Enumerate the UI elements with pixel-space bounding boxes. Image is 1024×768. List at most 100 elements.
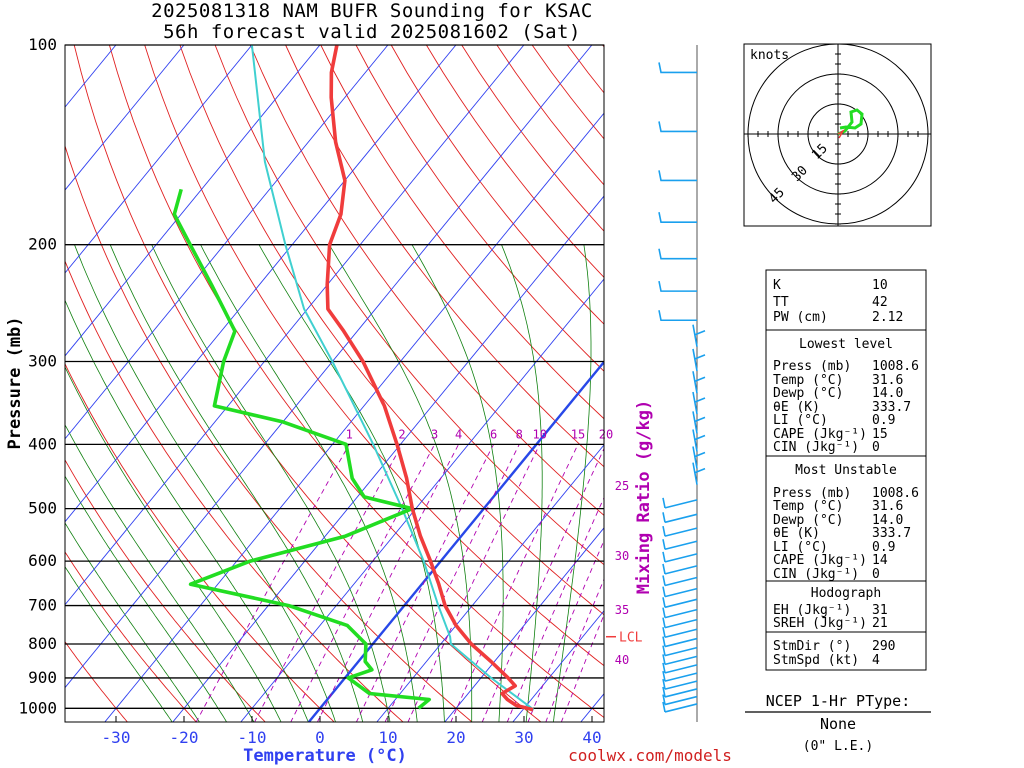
moist-adiabat: [65, 423, 255, 722]
isotherm: [65, 45, 389, 440]
isotherm: [444, 527, 604, 722]
wind-barb: [662, 645, 698, 657]
mu-cape-value: 14: [872, 553, 888, 568]
wind-barb: [658, 280, 697, 292]
mu-temp-label: Temp (°C): [773, 499, 843, 514]
sreh-value: 21: [872, 616, 888, 631]
moist-adiabat: [65, 475, 228, 722]
hodograph-storm-motion: [837, 128, 846, 139]
dry-adiabat: [426, 45, 604, 278]
stmdir-value: 290: [872, 639, 895, 654]
pressure-tick-label: 600: [28, 551, 57, 570]
lowest-dewp-value: 14.0: [872, 386, 903, 401]
index-k-label: K: [773, 278, 781, 293]
moist-adiabat: [411, 244, 504, 722]
isobars: 100 200 300 400 500 600 700 800 900 1000: [18, 35, 604, 717]
site-credit: coolwx.com/models: [568, 746, 732, 765]
mixing-ratio-label: 25: [615, 479, 629, 493]
wind-barb: [658, 310, 697, 322]
ptype-amount: (0" L.E.): [803, 739, 873, 754]
moist-adiabat: [200, 244, 418, 722]
lowest-temp-value: 31.6: [872, 373, 903, 388]
temperature-tick-label: -10: [238, 728, 267, 747]
ptype-title: NCEP 1-Hr PType:: [766, 692, 911, 710]
mu-cin-value: 0: [872, 567, 880, 582]
isotherm: [65, 45, 593, 689]
dry-adiabat: [355, 45, 604, 372]
wind-barb: [658, 62, 697, 74]
wind-barb: [662, 539, 698, 551]
dry-adiabat: [73, 45, 542, 722]
isotherm: [65, 45, 321, 357]
x-axis-label: Temperature (°C): [243, 746, 407, 766]
mixing-ratio-title: Mixing Ratio (g/kg): [634, 400, 654, 594]
dry-adiabat: [179, 45, 604, 616]
mixing-ratio-label: 6: [490, 427, 497, 441]
wind-barb: [692, 411, 706, 434]
wind-barb: [662, 597, 698, 609]
lowest-thetae-label: θE (K): [773, 400, 820, 415]
lowest-cin-value: 0: [872, 440, 880, 455]
moist-adiabat: [65, 366, 282, 722]
lowest-cape-value: 15: [872, 427, 888, 442]
mixing-ratio-line: [316, 444, 460, 722]
pressure-tick-label: 400: [28, 434, 57, 453]
mixing-ratio-line: [450, 444, 579, 722]
ptype-value: None: [820, 715, 856, 733]
hodograph-title: Hodograph: [811, 586, 881, 601]
dry-adiabat: [65, 641, 128, 722]
eh-label: EH (Jkg⁻¹): [773, 603, 851, 618]
lowest-temp-label: Temp (°C): [773, 373, 843, 388]
dry-adiabat: [214, 45, 604, 566]
dry-adiabat: [461, 45, 604, 232]
wind-barb: [662, 686, 698, 698]
parcel-path: [250, 45, 535, 711]
mu-press-label: Press (mb): [773, 486, 851, 501]
mixing-ratio-label: 30: [615, 549, 629, 563]
moist-adiabat: [109, 244, 364, 722]
temperature-tick-label: 20: [446, 728, 465, 747]
mu-li-value: 0.9: [872, 540, 895, 555]
mu-temp-value: 31.6: [872, 499, 903, 514]
wind-barb: [662, 563, 698, 575]
lowest-level-title: Lowest level: [799, 337, 893, 352]
pressure-tick-label: 100: [28, 35, 57, 54]
mu-li-label: LI (°C): [773, 540, 828, 555]
hodograph-unit-label: knots: [750, 48, 789, 63]
moist-adiabat: [74, 244, 336, 722]
temperature-tick-label: 0: [315, 728, 325, 747]
wind-barb: [662, 551, 698, 563]
pressure-tick-label: 700: [28, 596, 57, 615]
dry-adiabat: [144, 45, 604, 667]
indices-panel: K 10 TT 42 PW (cm) 2.12 Lowest level Pre…: [765, 269, 927, 671]
temperature-tick-label: 40: [582, 728, 601, 747]
isotherm: [104, 112, 604, 722]
indices-frame: [765, 269, 927, 671]
mu-cin-label: CIN (Jkg⁻¹): [773, 567, 859, 582]
mixing-ratio-label: 4: [455, 427, 462, 441]
wind-barb: [658, 212, 697, 224]
mu-thetae-label: θE (K): [773, 526, 820, 541]
most-unstable-title: Most Unstable: [795, 463, 897, 478]
mixing-ratio-label: 3: [431, 427, 438, 441]
wind-barb: [662, 694, 698, 706]
isotherm: [65, 45, 185, 191]
wind-barb: [662, 627, 698, 639]
ptype-panel: NCEP 1-Hr PType: None (0" L.E.): [745, 692, 931, 754]
mixing-ratio-label: 40: [615, 653, 629, 667]
index-pw-value: 2.12: [872, 310, 903, 325]
stmdir-label: StmDir (°): [773, 639, 851, 654]
wind-barb: [662, 670, 698, 682]
moist-adiabat: [258, 244, 445, 722]
wind-barb: [662, 497, 698, 509]
mixing-ratio-label: 2: [398, 427, 405, 441]
lcl-label: LCL: [619, 631, 643, 646]
isotherm: [376, 444, 604, 722]
dry-adiabat: [285, 45, 604, 468]
plot-frame: [64, 44, 605, 723]
hodograph-trace: [837, 108, 864, 136]
pressure-tick-label: 1000: [18, 698, 57, 717]
mixing-ratio-labels: 1 2 3 4 6 8 10 15 20 25 30 35 40: [346, 427, 630, 667]
temperature-tick-label: 30: [514, 728, 533, 747]
title-line-1: 2025081318 NAM BUFR Sounding for KSAC: [151, 0, 593, 22]
